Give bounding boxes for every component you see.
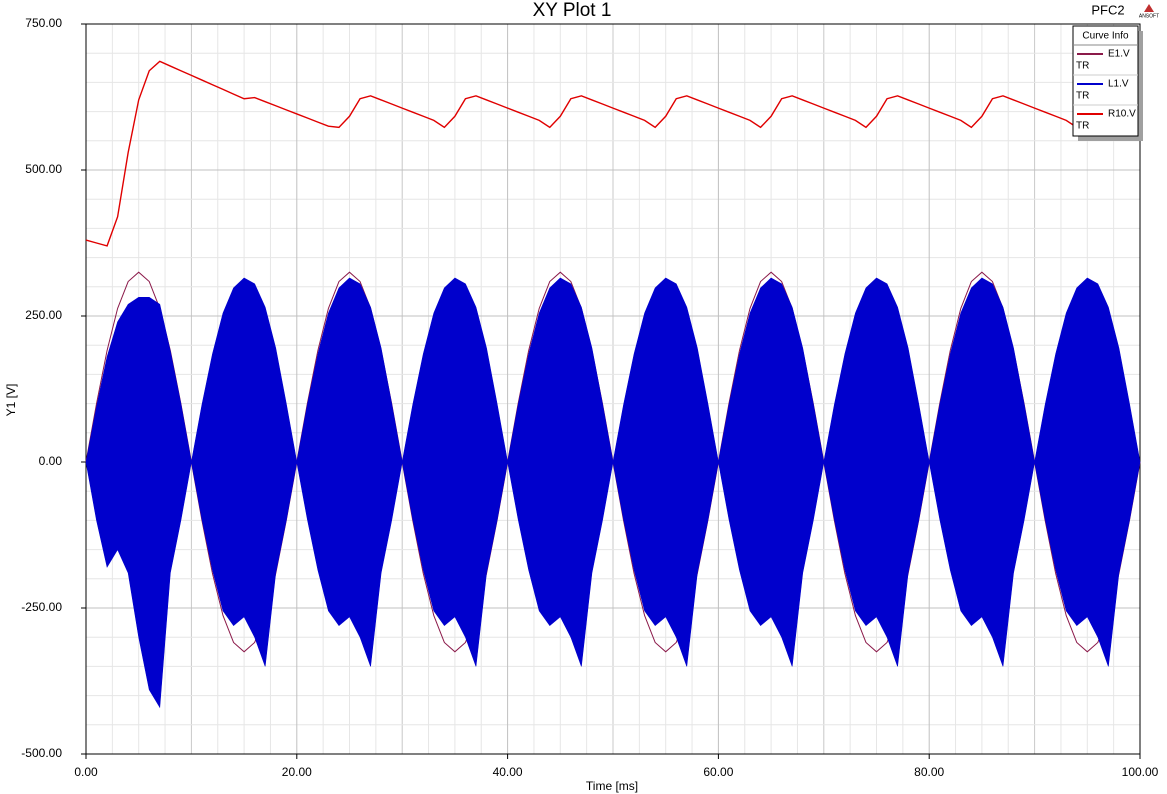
legend-solution: TR	[1076, 121, 1089, 132]
x-tick-label: 100.00	[1122, 765, 1159, 779]
x-tick-label: 40.00	[493, 765, 523, 779]
plot-frame	[85, 23, 1141, 755]
legend-label: R10.V	[1108, 109, 1136, 120]
y-tick-label: 250.00	[25, 308, 62, 322]
legend-solution: TR	[1076, 91, 1089, 102]
x-tick-label: 80.00	[914, 765, 944, 779]
y-tick-label: -250.00	[21, 600, 62, 614]
x-tick-label: 20.00	[282, 765, 312, 779]
legend-label: L1.V	[1108, 79, 1129, 90]
legend-title: Curve Info	[1082, 31, 1129, 42]
band-area	[85, 277, 1141, 709]
y-tick-label: 0.00	[39, 454, 63, 468]
y-tick-label: 750.00	[25, 16, 62, 30]
chart-title: XY Plot 1	[533, 0, 612, 21]
series-line	[85, 60, 1141, 247]
y-axis-label: Y1 [V]	[4, 384, 18, 417]
x-tick-label: 0.00	[74, 765, 98, 779]
y-tick-label: -500.00	[21, 746, 62, 760]
y-tick-label: 500.00	[25, 162, 62, 176]
legend	[1072, 25, 1139, 137]
legend-solution: TR	[1076, 61, 1089, 72]
legend-label: E1.V	[1108, 49, 1130, 60]
x-axis-label: Time [ms]	[586, 779, 638, 793]
logo-icon	[1144, 4, 1154, 12]
x-tick-label: 60.00	[703, 765, 733, 779]
logo: ANSOFT	[1139, 13, 1159, 19]
project-name: PFC2	[1091, 2, 1124, 17]
